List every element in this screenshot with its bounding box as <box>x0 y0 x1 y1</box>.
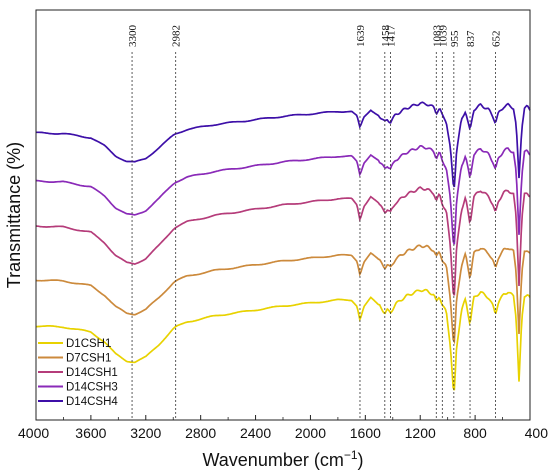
annotation-label-955: 955 <box>449 30 461 47</box>
x-tick-label-2800: 2800 <box>185 425 216 441</box>
annotation-label-652: 652 <box>490 31 502 48</box>
x-axis-title-sup: −1 <box>344 448 358 462</box>
x-tick-label-2000: 2000 <box>295 425 326 441</box>
annotation-label-2982: 2982 <box>171 25 183 47</box>
x-axis-title: Wavenumber (cm−1) <box>202 448 363 470</box>
legend-label-d14csh3: D14CSH3 <box>66 382 118 394</box>
x-tick-label-2400: 2400 <box>240 425 271 441</box>
x-tick-label-3600: 3600 <box>75 425 106 441</box>
series-line-d14csh1 <box>35 186 531 296</box>
legend: D1CSH1 D7CSH1 D14CSH1 D14CSH3 D14CSH4 <box>38 338 118 408</box>
x-tick-label-1600: 1600 <box>350 425 381 441</box>
series-line-d14csh3 <box>35 144 531 245</box>
annotation-label-1083: 1083 <box>431 25 443 48</box>
x-axis-title-main: Wavenumber (cm <box>202 450 343 470</box>
x-tick-label-4000: 4000 <box>18 425 49 441</box>
legend-label-d1csh1: D1CSH1 <box>66 338 111 350</box>
legend-label-d14csh4: D14CSH4 <box>66 396 118 408</box>
legend-label-d7csh1: D7CSH1 <box>66 353 111 365</box>
series-line-d7csh1 <box>35 244 531 345</box>
series-line-d1csh1 <box>36 288 531 391</box>
annotation-label-3300: 3300 <box>127 25 139 48</box>
x-axis-title-end: ) <box>358 450 364 470</box>
annotation-label-1458: 1458 <box>380 25 392 48</box>
annotation-label-837: 837 <box>465 30 477 47</box>
x-axis: 4000 3600 3200 2800 2400 2000 1600 1200 800 400 <box>18 415 548 441</box>
x-tick-label-1200: 1200 <box>405 425 436 441</box>
annotation-label-1639: 1639 <box>355 25 367 48</box>
x-tick-label-3200: 3200 <box>130 425 161 441</box>
x-tick-label-800: 800 <box>463 425 487 441</box>
annotation-label-1417: 1417 <box>385 25 397 48</box>
annotation-label-1039: 1039 <box>437 25 449 48</box>
legend-label-d14csh1: D14CSH1 <box>66 367 118 379</box>
series-layer <box>35 101 531 391</box>
y-axis-title: Transmittance (%) <box>4 142 24 288</box>
x-tick-label-400: 400 <box>525 425 549 441</box>
series-line-d14csh4 <box>36 101 531 188</box>
